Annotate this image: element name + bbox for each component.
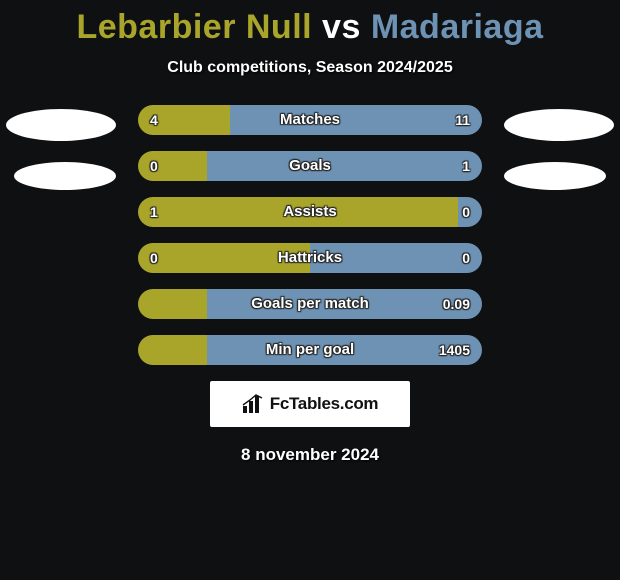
stat-value-left: 4 [150,105,158,135]
stat-value-left: 0 [150,243,158,273]
stat-value-right: 1 [462,151,470,181]
stat-row: Goals per match0.09 [138,289,482,319]
brand-text: FcTables.com [270,394,379,414]
stat-label: Goals per match [138,289,482,319]
stat-bars: Matches411Goals01Assists10Hattricks00Goa… [138,105,482,365]
stat-value-left: 1 [150,197,158,227]
stat-row: Goals0 1 [138,151,482,181]
comparison-title: Lebarbier Null vs Madariaga [0,0,620,47]
chart-area: Matches411Goals01Assists10Hattricks00Goa… [0,105,620,365]
avatar-placeholder [6,109,116,141]
stat-label: Matches [138,105,482,135]
stat-value-right: 1405 [439,335,470,365]
stat-value-right: 0 [462,243,470,273]
stat-row: Min per goal1405 [138,335,482,365]
stat-row: Assists1 0 [138,197,482,227]
avatar-placeholder [14,162,116,190]
vs-text: vs [322,8,361,46]
player2-name: Madariaga [371,8,544,46]
chart-icon [242,394,264,414]
brand-logo: FcTables.com [210,381,410,427]
stat-row: Hattricks0 0 [138,243,482,273]
stat-value-right: 11 [455,105,470,135]
avatar-placeholder [504,109,614,141]
stat-row: Matches4 11 [138,105,482,135]
player1-name: Lebarbier Null [76,8,312,46]
stat-value-right: 0.09 [443,289,470,319]
stat-value-left: 0 [150,151,158,181]
date-text: 8 november 2024 [0,445,620,465]
stat-label: Min per goal [138,335,482,365]
avatar-placeholder [504,162,606,190]
subtitle: Club competitions, Season 2024/2025 [0,59,620,77]
stat-label: Goals [138,151,482,181]
stat-value-right: 0 [462,197,470,227]
stat-label: Hattricks [138,243,482,273]
stat-label: Assists [138,197,482,227]
